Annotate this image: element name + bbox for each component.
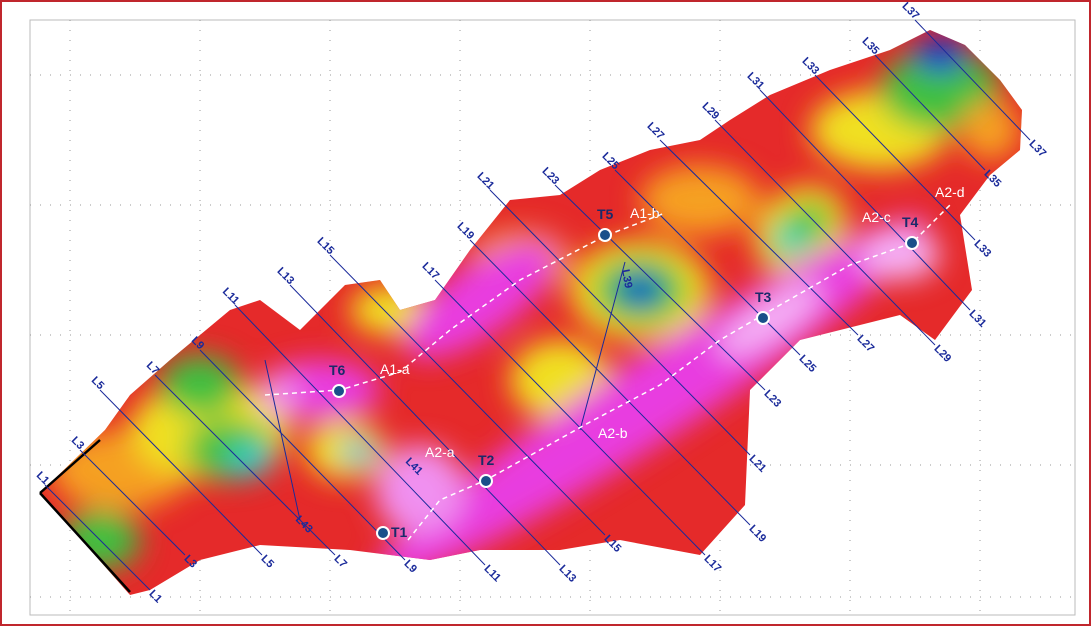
target-marker (480, 475, 492, 487)
target-marker (757, 312, 769, 324)
target-label: T1 (391, 524, 408, 540)
target-marker (906, 237, 918, 249)
target-label: T2 (478, 452, 495, 468)
target-marker (333, 385, 345, 397)
target-marker (377, 527, 389, 539)
anomaly-label: A1-a (380, 361, 410, 377)
anomaly-label: A2-a (425, 444, 455, 460)
map: L1L1L3L3L5L5L7L7L9L9L11L11L13L13L15L15L1… (0, 0, 1091, 626)
anomaly-label: A2-d (935, 184, 965, 200)
target-label: T3 (755, 289, 772, 305)
target-label: T6 (329, 362, 346, 378)
anomaly-label: A2-b (598, 425, 628, 441)
target-marker (599, 229, 611, 241)
target-label: T4 (902, 214, 919, 230)
anomaly-label: A2-c (862, 209, 891, 225)
anomaly-label: A1-b (630, 205, 660, 221)
target-label: T5 (597, 206, 614, 222)
